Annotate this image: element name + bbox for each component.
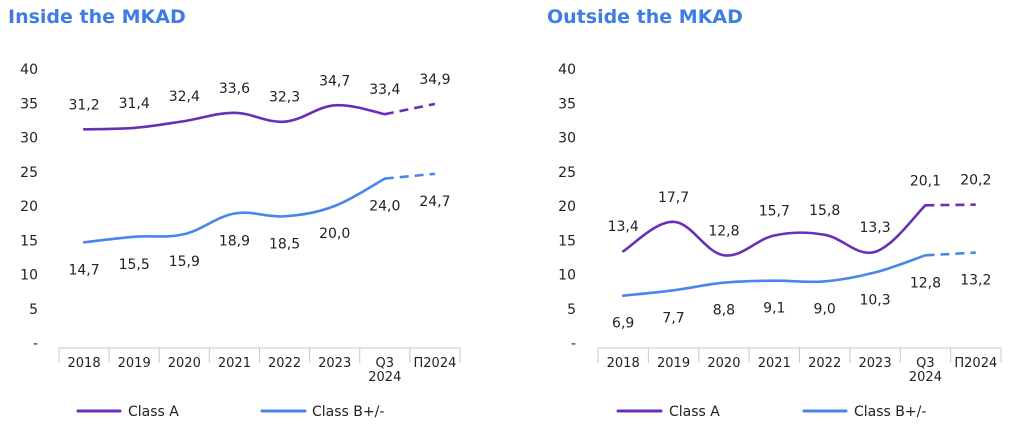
x-tick-label: П2024 (414, 356, 457, 371)
data-label: 18,5 (269, 236, 300, 252)
data-label: 24,7 (419, 194, 450, 210)
legend-label: Class B+/- (312, 404, 384, 420)
data-label: 20,0 (319, 226, 350, 242)
data-label: 20,2 (960, 173, 991, 189)
x-tick-label: 2021 (758, 356, 791, 371)
series-line (621, 254, 927, 297)
y-tick-label: 15 (558, 233, 576, 249)
y-tick-label: 15 (20, 233, 38, 249)
x-tick-label: 2022 (268, 356, 301, 371)
series-line (82, 103, 387, 131)
chart-title: Outside the MKAD (547, 6, 743, 28)
y-tick-label: 40 (20, 62, 38, 78)
data-label: 9,1 (763, 301, 785, 317)
data-label: 13,3 (859, 220, 890, 236)
chart-svg: - 5 10 15 20 25 30 35 40 2018 2019 2020 2021 2022 2023… (20, 62, 461, 420)
data-label: 31,4 (119, 96, 150, 112)
x-tick-label: 2020 (168, 356, 201, 371)
data-label: 32,4 (169, 89, 200, 105)
data-label: 33,4 (369, 82, 400, 98)
data-label: 12,8 (708, 223, 739, 239)
data-label: 20,1 (910, 173, 941, 189)
y-tick-label: - (33, 336, 38, 352)
legend-label: Class A (128, 404, 179, 420)
x-tick-label: Q3 2024 (909, 356, 942, 385)
chart-panel-inside: Inside the MKAD - 5 10 15 20 25 30 35 40 2018 2019… (8, 6, 461, 420)
x-tick-label: 2023 (318, 356, 351, 371)
y-tick-label: 10 (558, 268, 576, 284)
data-label: 15,8 (809, 203, 840, 219)
data-label: 15,7 (759, 203, 790, 219)
data-label: 33,6 (219, 81, 250, 97)
chart-panel-outside: Outside the MKAD - 5 10 15 20 25 30 35 40 2018 201… (540, 0, 1024, 439)
data-label: 34,7 (319, 73, 350, 89)
series-line (82, 177, 387, 244)
data-label: 15,9 (169, 254, 200, 270)
data-label: 14,7 (68, 262, 99, 278)
y-tick-label: 20 (558, 199, 576, 215)
x-tick-label: 2018 (607, 356, 640, 371)
x-tick-label: П2024 (954, 356, 997, 371)
y-tick-label: 35 (20, 96, 38, 112)
x-tick-label: 2018 (68, 356, 101, 371)
y-tick-label: - (571, 336, 576, 352)
data-label: 7,7 (662, 310, 684, 326)
data-label: 18,9 (219, 234, 250, 250)
data-label: 34,9 (419, 72, 450, 88)
data-label: 8,8 (713, 303, 735, 319)
data-label: 9,0 (814, 301, 836, 317)
x-tick-label: 2020 (707, 356, 740, 371)
y-tick-label: 25 (20, 165, 38, 181)
x-tick-label: 2021 (218, 356, 251, 371)
data-label: 12,8 (910, 275, 941, 291)
y-tick-label: 30 (558, 131, 576, 147)
data-label: 31,2 (68, 97, 99, 113)
y-tick-label: 40 (558, 62, 576, 78)
y-tick-label: 25 (558, 165, 576, 181)
legend-label: Class B+/- (854, 404, 926, 420)
x-tick-label: 2023 (859, 356, 892, 371)
data-label: 32,3 (269, 90, 300, 106)
legend-label: Class A (669, 404, 720, 420)
forecast-segment (384, 102, 436, 116)
x-tick-label: 2019 (657, 356, 690, 371)
data-label: 24,0 (369, 199, 400, 215)
y-tick-label: 35 (558, 96, 576, 112)
y-tick-label: 5 (567, 302, 576, 318)
y-tick-label: 30 (20, 131, 38, 147)
x-tick-label: Q3 2024 (368, 356, 401, 385)
chart-title: Inside the MKAD (8, 6, 186, 28)
y-tick-label: 5 (29, 302, 38, 318)
data-label: 6,9 (612, 316, 634, 332)
forecast-segment (384, 172, 436, 180)
y-tick-label: 20 (20, 199, 38, 215)
data-label: 13,2 (960, 273, 991, 289)
data-label: 10,3 (859, 292, 890, 308)
x-tick-label: 2019 (118, 356, 151, 371)
forecast-segment (925, 251, 976, 257)
y-tick-label: 10 (20, 268, 38, 284)
chart-svg: - 5 10 15 20 25 30 35 40 2018 2019 2020 2021 2022 2023… (558, 62, 1002, 420)
data-label: 13,4 (608, 219, 639, 235)
x-tick-label: 2022 (808, 356, 841, 371)
data-label: 15,5 (119, 257, 150, 273)
series-line (621, 204, 927, 257)
data-label: 17,7 (658, 190, 689, 206)
forecast-segment (925, 203, 976, 207)
